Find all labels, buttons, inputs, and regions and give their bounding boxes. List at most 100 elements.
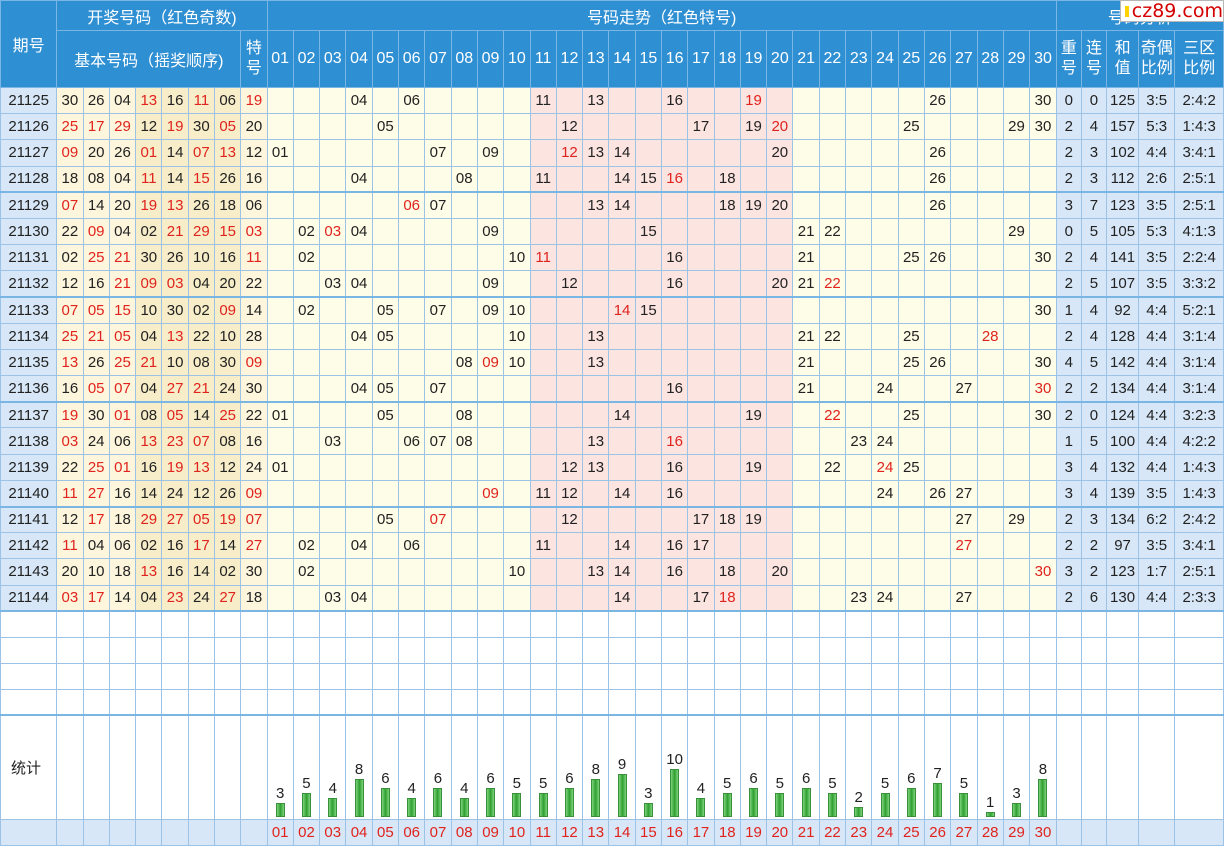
blank-cell (82, 688, 110, 716)
trend-cell (371, 86, 400, 115)
trend-cell (687, 479, 715, 508)
trend-cell: 22 (818, 400, 847, 429)
base-number: 27 (161, 375, 189, 403)
oddeven-ratio: 4:4 (1138, 453, 1176, 481)
trend-cell (503, 113, 531, 141)
repeat-count: 2 (1055, 270, 1082, 298)
stat-bar-cell: 5 (871, 714, 899, 820)
blank-cell (292, 662, 321, 690)
trend-cell (818, 86, 847, 115)
base-number: 20 (82, 139, 110, 167)
trend-cell: 25 (897, 113, 925, 141)
trend-cell (319, 191, 347, 219)
trend-cell (266, 217, 294, 246)
special-number: 18 (240, 584, 268, 612)
table-row: 21129 07 14 20 19 13 26 18 06 06 07 13 14 18 19 20 26 3 7 1… (0, 191, 1224, 219)
base-number: 25 (82, 244, 110, 272)
trend-cell (818, 348, 847, 377)
stat-bar-cell: 6 (555, 714, 584, 820)
blank-cell (108, 688, 137, 716)
base-number: 01 (108, 400, 137, 429)
stat-bar-wrap: 5 (294, 717, 318, 818)
site-logo[interactable]: cz89.com (1120, 0, 1224, 22)
base-number: 25 (56, 113, 84, 141)
trend-cell (818, 427, 847, 455)
bar-value-label: 6 (907, 769, 916, 787)
base-number: 12 (56, 270, 84, 298)
special-number: 27 (240, 532, 268, 560)
base-number: 16 (161, 532, 189, 560)
trend-cell: 03 (319, 270, 347, 298)
stat-bar-cell: 6 (739, 714, 768, 820)
blank-cell (503, 636, 531, 664)
trend-cell: 03 (319, 584, 347, 612)
trend-cell: 14 (608, 295, 636, 324)
base-number: 07 (56, 191, 84, 219)
zone-ratio: 4:1:3 (1174, 217, 1224, 246)
base-number: 04 (108, 217, 137, 246)
trend-cell: 14 (608, 532, 636, 560)
trend-cell: 28 (976, 322, 1004, 350)
blank-cell (818, 636, 847, 664)
oddeven-header: 奇偶比例 (1138, 30, 1176, 88)
trend-cell (319, 505, 347, 534)
trend-cell (634, 375, 662, 403)
trend-cell (739, 532, 768, 560)
blank-cell (82, 818, 110, 846)
trend-cell (923, 584, 952, 612)
trend-cell (424, 270, 452, 298)
trend-col-header: 23 (845, 30, 873, 88)
trend-cell: 08 (450, 400, 478, 429)
table-row: 21132 12 16 21 09 03 04 20 22 03 04 09 12 16 20 21 22 2 5 1… (0, 270, 1224, 298)
trend-cell (319, 375, 347, 403)
base-number: 21 (187, 375, 216, 403)
trend-cell: 17 (687, 505, 715, 534)
trend-cell: 17 (687, 532, 715, 560)
stat-bar-wrap: 4 (452, 717, 476, 818)
trend-cell: 12 (555, 453, 584, 481)
stat-bar-wrap: 6 (557, 717, 581, 818)
blank-cell (555, 688, 584, 716)
issue-cell: 21141 (0, 505, 58, 534)
base-number: 02 (56, 244, 84, 272)
blank-cell (1080, 610, 1108, 638)
stat-bar (801, 787, 811, 817)
blank-cell (82, 662, 110, 690)
trend-cell (529, 558, 557, 586)
trend-cell (345, 453, 373, 481)
blank-cell (1055, 662, 1082, 690)
trend-cell (739, 584, 768, 612)
trend-cell (976, 348, 1004, 377)
trend-cell: 11 (529, 479, 557, 508)
blank-cell (187, 610, 216, 638)
trend-cell: 16 (660, 375, 689, 403)
trend-cell: 19 (739, 400, 768, 429)
blank-cell (214, 818, 242, 846)
trend-cell: 14 (608, 191, 636, 219)
trend-cell: 13 (582, 348, 610, 377)
trend-cell (398, 348, 426, 377)
trend-cell (608, 322, 636, 350)
trend-cell: 11 (529, 244, 557, 272)
oddeven-ratio: 4:4 (1138, 584, 1176, 612)
trend-cell (845, 453, 873, 481)
consec-count: 2 (1080, 558, 1108, 586)
trend-col-header: 02 (292, 30, 321, 88)
blank-cell (371, 662, 400, 690)
base-number: 21 (135, 348, 163, 377)
blank-cell (1174, 610, 1224, 638)
trend-cell: 08 (450, 427, 478, 455)
trend-cell (345, 295, 373, 324)
base-number: 10 (214, 322, 242, 350)
trend-cell (292, 505, 321, 534)
blank-cell (240, 662, 268, 690)
zone-ratio: 2:5:1 (1174, 558, 1224, 586)
base-number: 12 (135, 113, 163, 141)
blank-cell (1055, 636, 1082, 664)
trend-cell: 18 (713, 191, 741, 219)
trend-col-header: 10 (503, 30, 531, 88)
trend-cell (766, 295, 794, 324)
trend-cell (503, 453, 531, 481)
base-number: 01 (108, 453, 137, 481)
trend-cell: 08 (450, 348, 478, 377)
